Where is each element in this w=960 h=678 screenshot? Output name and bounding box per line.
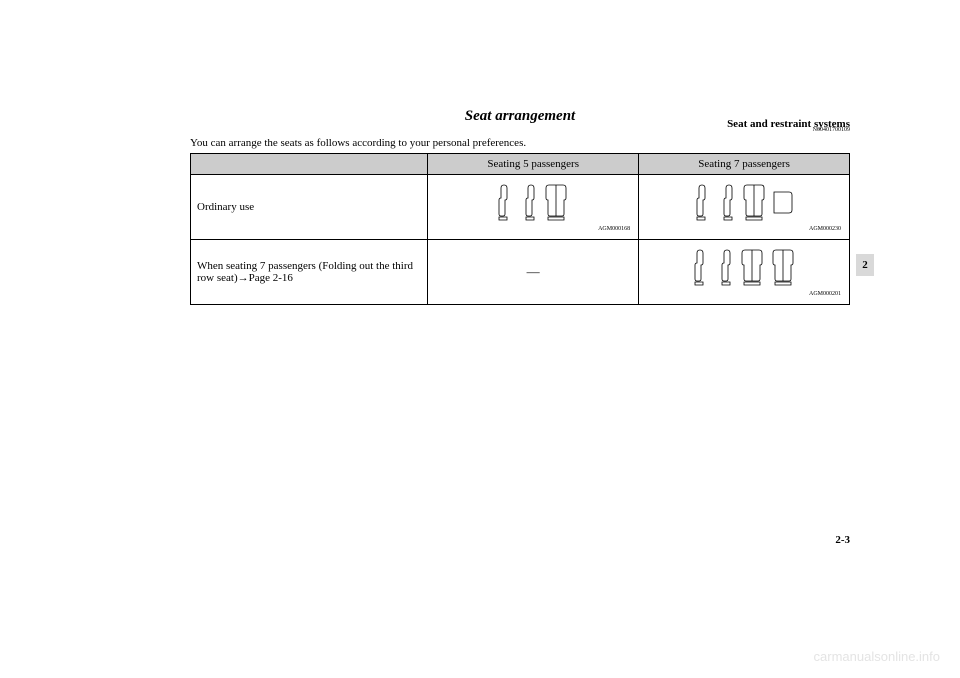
row2-label: When seating 7 passengers (Folding out t… [191, 240, 428, 305]
header-col1: Seating 5 passengers [428, 154, 639, 175]
seat-diagram-7-folded [643, 247, 845, 293]
row2-cell1: — [428, 240, 639, 305]
image-id-1: AGM000168 [432, 226, 634, 232]
page-number: 2-3 [835, 534, 850, 546]
seat-diagram-5 [432, 182, 634, 228]
image-id-3: AGM000201 [643, 291, 845, 297]
image-id-2: AGM000230 [643, 226, 845, 232]
row1-cell1: AGM000168 [428, 175, 639, 240]
page-content: Seat arrangement N00401700109 You can ar… [0, 0, 960, 345]
watermark: carmanualsonline.info [814, 649, 940, 664]
header-empty [191, 154, 428, 175]
document-id: N00401700109 [190, 127, 850, 133]
row2-cell2: AGM000201 [639, 240, 850, 305]
dash: — [527, 264, 540, 279]
seat-arrangement-table: Seating 5 passengers Seating 7 passenger… [190, 153, 850, 305]
row1-label: Ordinary use [191, 175, 428, 240]
header-col2: Seating 7 passengers [639, 154, 850, 175]
page-title: Seat arrangement [190, 108, 850, 125]
seat-diagram-7-ordinary [643, 182, 845, 228]
intro-text: You can arrange the seats as follows acc… [190, 137, 850, 149]
chapter-tab: 2 [856, 254, 874, 276]
row1-cell2: AGM000230 [639, 175, 850, 240]
